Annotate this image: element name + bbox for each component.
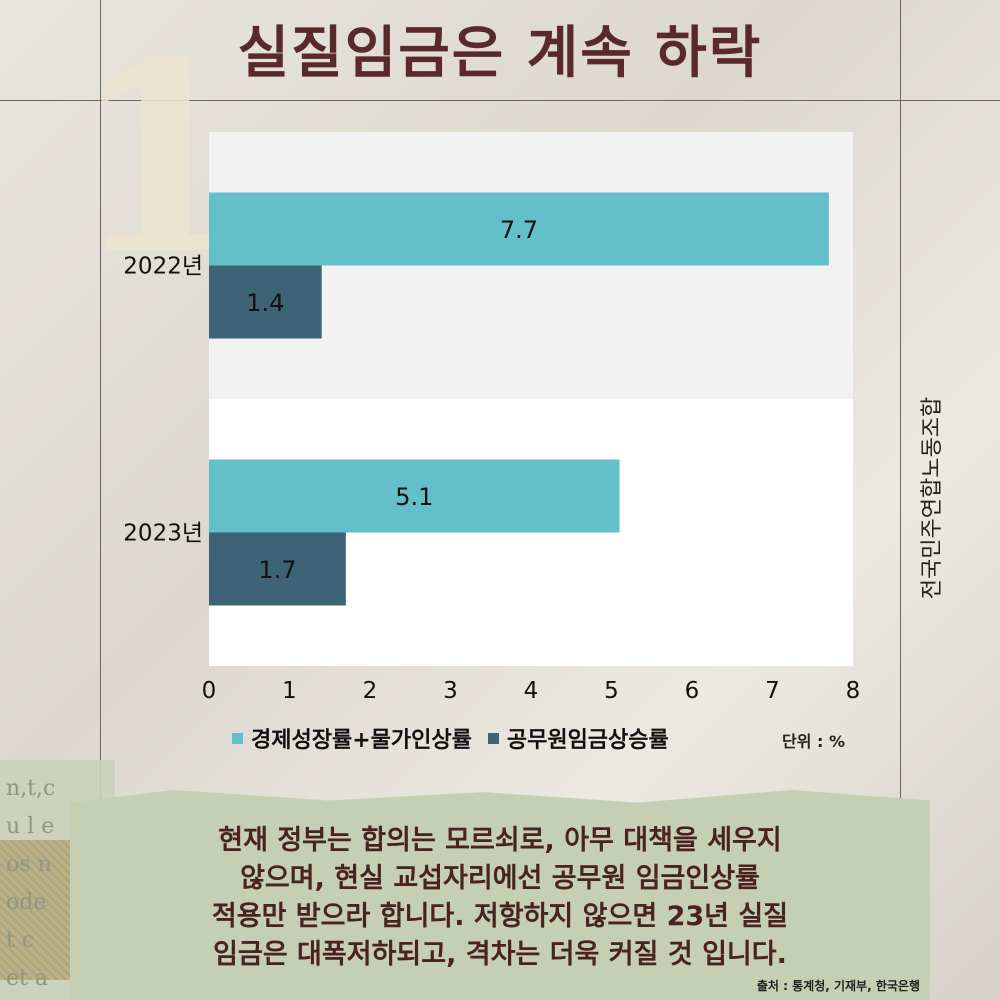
bar-data-label: 7.7 bbox=[500, 216, 538, 244]
bar-data-label: 1.7 bbox=[258, 556, 296, 584]
legend-swatch-series-2 bbox=[487, 732, 499, 744]
y-tick-label: 2022년 bbox=[123, 254, 203, 280]
paper-scrap-text: n,t,c u l e os n ode t c et a bbox=[6, 770, 86, 998]
x-tick-label: 7 bbox=[765, 678, 780, 704]
bar-data-label: 1.4 bbox=[246, 289, 284, 317]
x-tick-label: 4 bbox=[524, 678, 539, 704]
chart-legend: 경제성장률+물가인상률 공무원임금상승률 bbox=[232, 720, 669, 756]
y-tick-label: 2023년 bbox=[123, 521, 203, 547]
x-tick-label: 2 bbox=[363, 678, 378, 704]
note-paper bbox=[70, 790, 930, 1000]
bar-wage-increase bbox=[209, 532, 346, 606]
note-text: 현재 정부는 합의는 모르쇠로, 아무 대책을 세우지 않으며, 현실 교섭자리… bbox=[70, 822, 930, 974]
x-tick-label: 0 bbox=[202, 678, 217, 704]
legend-label-series-1: 경제성장률+물가인상률 bbox=[251, 728, 472, 753]
page-title: 실질임금은 계속 하락 bbox=[237, 21, 763, 86]
paper-scrap-line: n,t,c bbox=[6, 776, 56, 801]
frame-left-line bbox=[100, 0, 101, 1000]
bar-growth-inflation bbox=[209, 192, 829, 266]
bar-chart: 7.7 1.4 2022년 5.1 1.7 2023년 0 1 2 3 4 5 6 7 8 bbox=[123, 132, 861, 704]
source-label: 출처 : 통계청, 기재부, 한국은행 bbox=[756, 979, 920, 993]
note-line: 적용만 받으라 합니다. 저항하지 않으면 23년 실질 bbox=[211, 901, 789, 932]
note-line: 않으며, 현실 교섭자리에선 공무원 임금인상률 bbox=[240, 863, 760, 894]
note-line: 임금은 대폭저하되고, 격차는 더욱 커질 것 입니다. bbox=[213, 939, 787, 970]
bar-growth-inflation bbox=[209, 459, 620, 533]
legend-item-series-2: 공무원임금상승률 bbox=[487, 722, 669, 754]
bar-wage-increase bbox=[209, 265, 322, 339]
note-line: 현재 정부는 합의는 모르쇠로, 아무 대책을 세우지 bbox=[218, 825, 782, 856]
x-tick-label: 5 bbox=[604, 678, 619, 704]
paper-scrap-line: ode bbox=[6, 890, 47, 915]
paper-scrap-line: et a bbox=[6, 966, 48, 991]
x-tick-label: 1 bbox=[282, 678, 297, 704]
organization-label: 전국민주연합노동조합 bbox=[920, 396, 945, 600]
frame-top-line bbox=[0, 100, 1000, 101]
frame-right-line bbox=[900, 0, 901, 1000]
unit-label: 단위 : % bbox=[782, 732, 846, 751]
x-tick-label: 8 bbox=[846, 678, 861, 704]
legend-item-series-1: 경제성장률+물가인상률 bbox=[232, 722, 472, 754]
legend-swatch-series-1 bbox=[232, 732, 243, 744]
x-tick-label: 3 bbox=[443, 678, 458, 704]
paper-scrap-line: t c bbox=[6, 928, 35, 953]
legend-label-series-2: 공무원임금상승률 bbox=[506, 728, 669, 753]
paper-scrap-line: os n bbox=[6, 852, 52, 877]
paper-scrap-line: u l e bbox=[6, 814, 55, 839]
bar-data-label: 5.1 bbox=[395, 483, 433, 511]
x-tick-label: 6 bbox=[685, 678, 700, 704]
